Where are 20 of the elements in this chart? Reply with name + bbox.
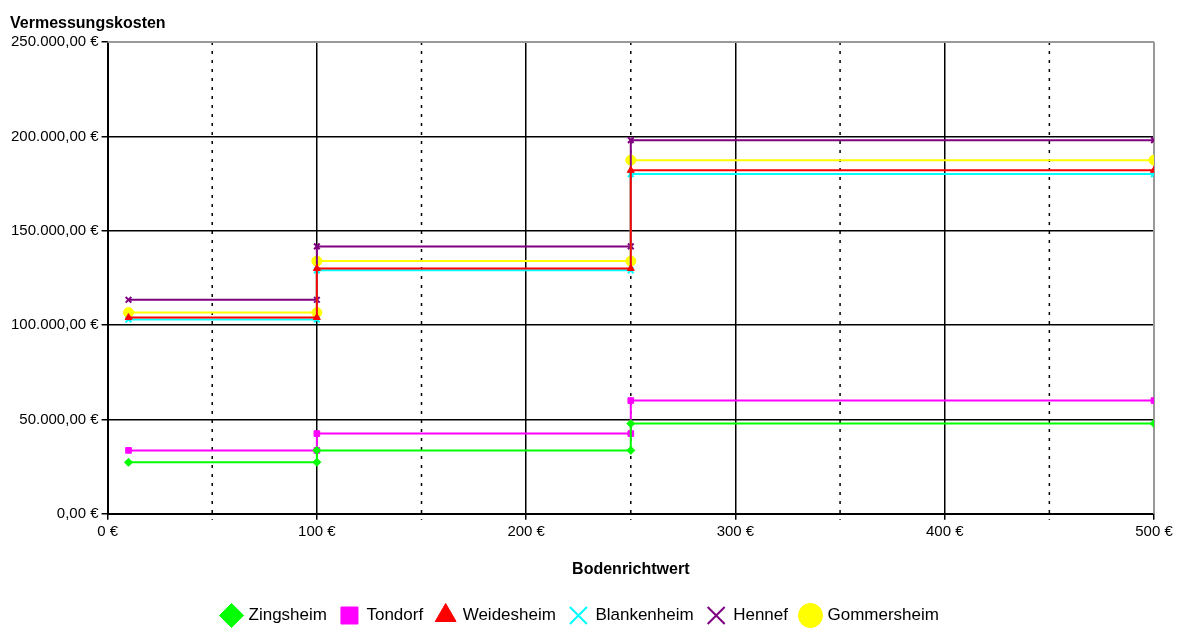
x-tick-label: 500 € — [1135, 521, 1174, 539]
legend-label: Gommersheim — [827, 605, 939, 625]
legend-label: Zingsheim — [248, 605, 327, 625]
legend-label: Hennef — [733, 605, 789, 625]
y-tick-label: 150.000,00 € — [10, 220, 100, 238]
x-tick-label: 0 € — [97, 521, 119, 539]
y-tick-label: 250.000,00 € — [10, 32, 100, 50]
legend-label: Blankenheim — [595, 605, 694, 625]
x-tick-label: 100 € — [298, 521, 337, 539]
x-tick-label: 300 € — [716, 521, 755, 539]
y-tick-label: 0,00 € — [56, 503, 100, 521]
x-axis-title: Bodenrichtwert — [572, 559, 691, 577]
legend-label: Weidesheim — [462, 605, 556, 625]
y-tick-label: 200.000,00 € — [10, 126, 100, 144]
x-tick-label: 400 € — [925, 521, 965, 539]
y-axis-title: Vermessungskosten — [10, 14, 166, 32]
x-tick-label: 200 € — [507, 521, 546, 539]
legend-label: Tondorf — [366, 605, 424, 625]
y-tick-label: 100.000,00 € — [10, 315, 100, 333]
y-tick-label: 50.000,00 € — [19, 409, 100, 427]
